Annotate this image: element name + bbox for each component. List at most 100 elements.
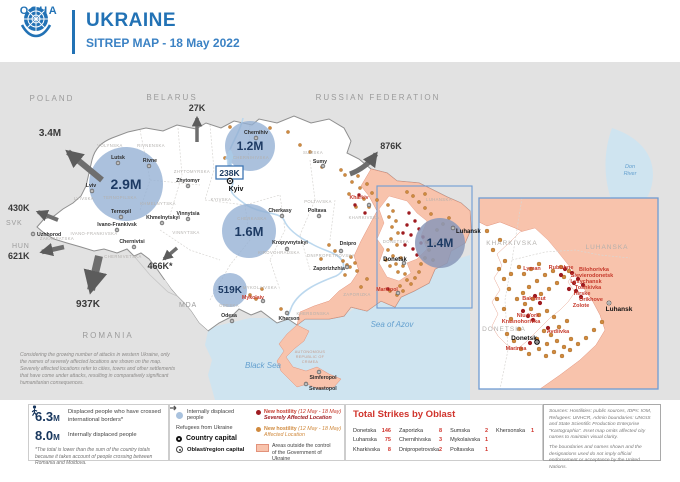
kyiv-return-value: 238K [219,168,240,178]
affected-hostility-dot [423,206,427,210]
kyiv-return-box: 238K [215,165,244,180]
affected-hostility-dot [356,174,360,178]
affected-hostility-dot [228,125,232,129]
occupied-area-swatch-icon [256,443,269,452]
oblast-labels: VOLYNSKA RIVNENSKA ZHYTOMYRSKA KYIVSKA C… [40,143,452,316]
affected-hostility-dot [409,282,413,286]
affected-hostility-dot [554,338,560,344]
affected-hostility-dot [447,216,451,220]
affected-hostility-dot [502,258,508,264]
city-label: Sumy [313,159,327,165]
inset-admin-line2 [511,249,631,261]
affected-hostility-dot [319,257,323,261]
affected-hostility-dot [536,346,542,352]
affected-hostility-dot [508,271,514,277]
affected-hostility-dot [521,271,527,277]
legend-item-refugees: Refugees from Ukraine [170,405,252,431]
affected-hostility-dot [286,130,290,134]
legend-item-idp: Internally displaced people [176,409,252,421]
severe-hostility-dot [525,313,531,319]
severe-hostility-dot [527,340,533,346]
oblast-label: MYKOLAIVSKA [243,285,277,290]
affected-hostility-dot [279,307,283,311]
oblast-label: ZAKARPATSKA [40,236,74,241]
strike-entry: Mykolaivska 1 [450,437,489,443]
figure-row: 8.0M Internally displaced people [31,405,163,443]
legend-label: Internally displaced people [187,409,235,421]
affected-hostility-dot [333,249,337,253]
severe-hostility-dot [407,211,411,215]
legend-item-oblast-capital: Oblast/region capital [176,446,252,453]
affected-hostility-dot [494,296,500,302]
legend-label: Areas outside the control of the Governm… [272,442,331,463]
inset-map [478,197,659,390]
affected-hostility-dot [343,273,347,277]
severe-hostility-dot [520,308,526,314]
figure-value: 8.0M [35,428,60,443]
sea-label: Sea of Azov [371,320,415,329]
page-subtitle: SITREP MAP - 18 May 2022 [86,36,240,50]
city-label: Kropyvnytskyi [272,240,308,246]
legend-label: Country capital [186,435,237,442]
affected-hostility-dot [514,296,520,302]
inset-city-label: Donetsk [511,335,537,342]
city-label: Lviv [86,183,96,189]
affected-hostility-dot [390,225,394,229]
inset-city-label: Avdiivka [547,329,570,335]
affected-hostility-dot [501,306,507,312]
flow-label-poland: 3.4M [39,128,61,139]
country-label: BELARUS [146,93,197,102]
oblast-label: VINNYTSKA [172,230,199,235]
romania-moldova-land [0,280,215,400]
severe-hostility-dot [357,193,361,197]
affected-hostility-dot [429,212,433,216]
affected-hostility-dot [403,272,407,276]
oblast-label: CHERNIVETSKA [104,254,141,259]
affected-hostility-dot [542,272,548,278]
affected-hostility-dot [353,261,357,265]
legend-item-country-capital: Country capital [176,435,252,442]
city-label: Ivano-Frankivsk [97,222,137,228]
header-divider [72,10,75,54]
flow-label-hungary: 621K [8,251,30,261]
oblast-label: LUHANSKA [426,197,452,202]
affected-hostility-dot [391,209,395,213]
idp-circle-icon [176,411,183,419]
affected-hostility-dot [248,293,252,297]
inset-city-label: Rubizhne [549,265,574,271]
sea-label: Black Sea [245,361,282,370]
affected-hostility-dot [556,324,562,330]
affected-hostility-dot [417,200,421,204]
city-label: Uzhhorod [37,232,61,238]
strikes-panel: Total Strikes by Oblast Donetska 146 Luha… [345,404,543,461]
affected-hostility-dot [516,264,522,270]
affected-hostility-dot [550,268,556,274]
affected-hostility-dot [554,280,560,286]
affected-hostility-dot [551,314,557,320]
legend-item-severe-hostility: New hostility (12 May - 18 May) Severely… [256,409,344,422]
idp-bubble-value: 1.4M [427,236,454,250]
affected-hostility-dot [375,198,379,202]
oblast-label: VOLYNSKA [97,143,122,148]
affected-hostility-dot [559,353,565,359]
oblast-label: LVIVSKA [74,196,94,201]
oblast-label: POLTAVSKA [304,199,332,204]
sources-paragraph: Sources: Hostilities: public sources, ID… [549,409,652,441]
affected-hostility-dot [394,219,398,223]
inset-city-label: Bilohorivka [579,267,610,273]
country-label: SVK [6,220,22,227]
city-label: Chernivtsi [119,239,145,245]
oblast-label: ZAPORIZKA [343,292,370,297]
strike-entry: Donetska 146 [353,427,391,434]
affected-hostility-dot-icon [256,426,261,432]
severe-hostility-dot [532,293,538,299]
strike-entry: Sumska 2 [450,427,489,434]
oblast-label: KHMELNYTSKA [140,201,176,206]
strike-entry: Dnipropetrovska 2 [398,446,443,453]
city-label: Zhytomyr [176,178,200,184]
severe-hostility-dot [411,247,415,251]
page-title: UKRAINE [86,10,177,31]
flow-labels: 3.4M 27K 876K 430K 621K 937K 466K* [8,103,402,310]
affected-hostility-dot [387,215,391,219]
country-label: HUN [12,243,30,250]
